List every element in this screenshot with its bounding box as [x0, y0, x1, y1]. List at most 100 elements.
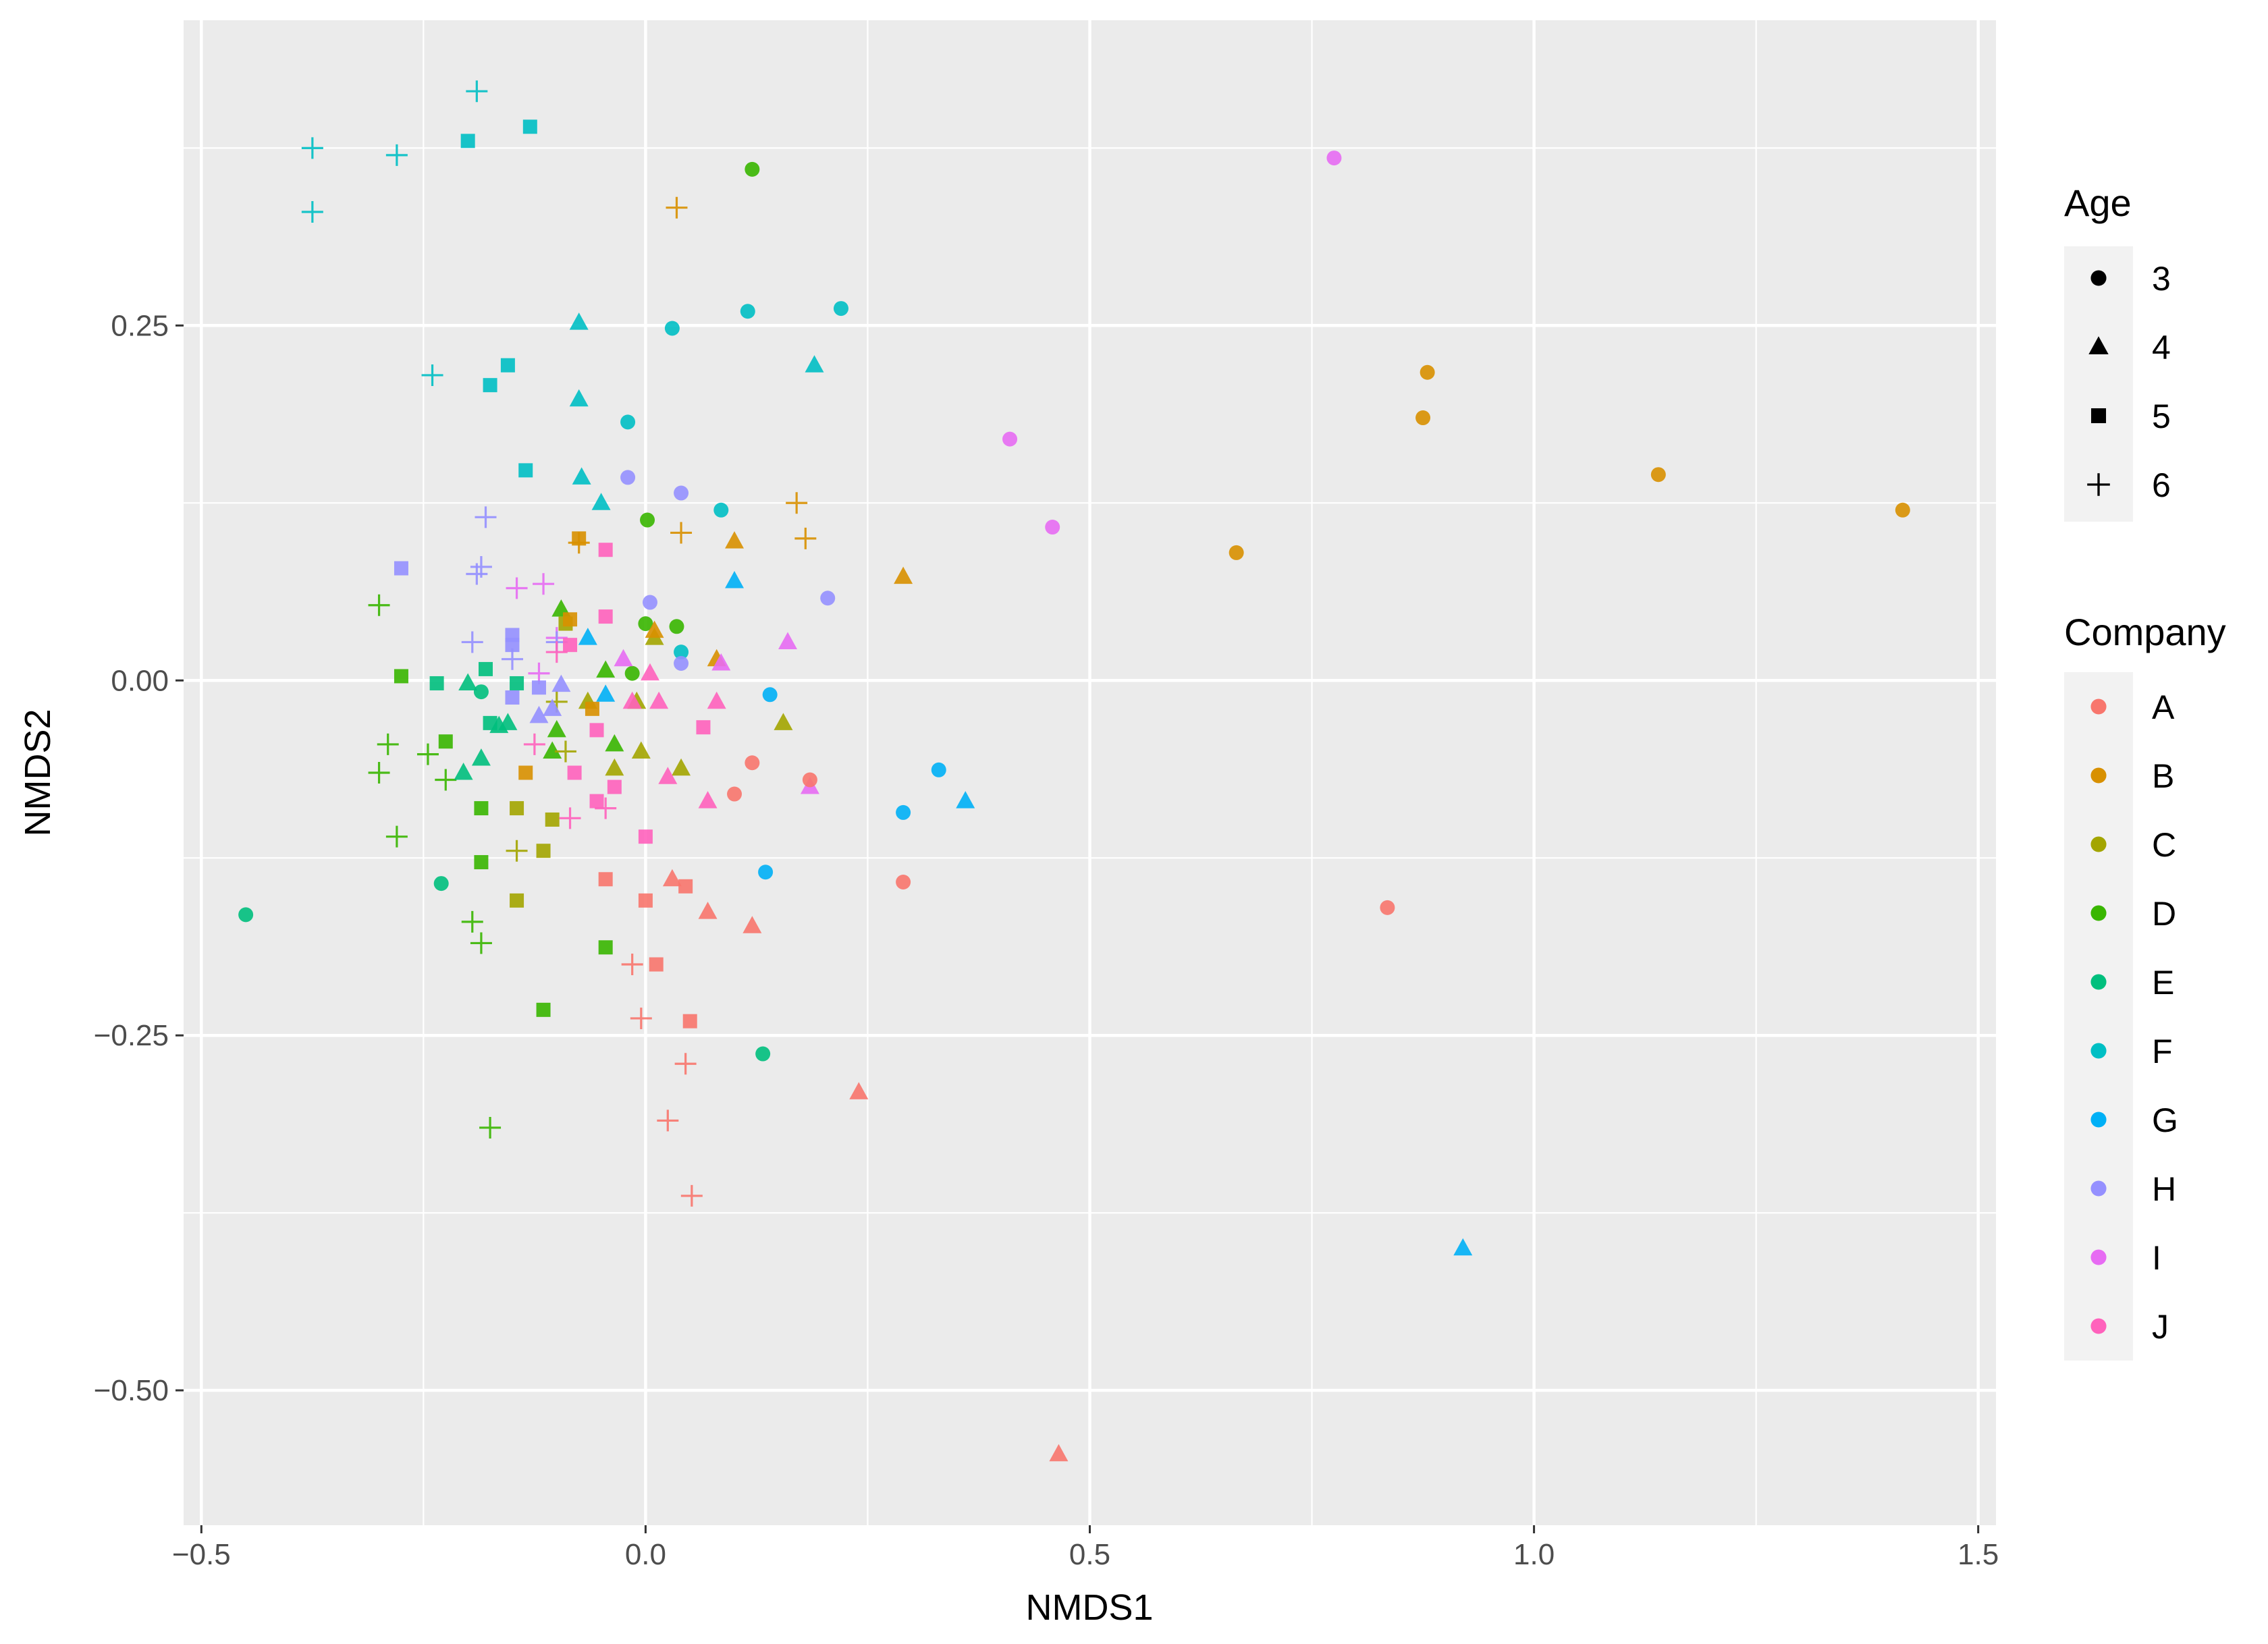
point-a-age-6	[621, 954, 643, 976]
point-a-age-4	[662, 869, 682, 887]
legend-company-key-c	[2090, 836, 2107, 852]
y-tick-label: 0.25	[111, 309, 169, 342]
point-c-age-5	[510, 801, 524, 816]
point-i-age-3	[1326, 150, 1342, 166]
legend-company-title: Company	[2064, 611, 2226, 653]
point-f-age-3	[674, 645, 689, 660]
point-c-age-6	[554, 740, 576, 763]
data-points	[238, 80, 1910, 1462]
point-b-age-6	[670, 522, 693, 544]
point-h-age-3	[642, 595, 657, 610]
point-e-age-4	[498, 713, 518, 730]
point-h-age-3	[820, 591, 836, 606]
legend-company-key-f	[2090, 1043, 2107, 1059]
point-a-age-3	[745, 755, 760, 771]
point-a-age-5	[678, 879, 693, 894]
point-j-age-5	[638, 829, 653, 844]
x-axis: −0.5 0.0 0.5 1.0 1.5	[172, 1525, 1999, 1571]
point-d-age-3	[638, 616, 653, 632]
point-c-age-4	[631, 741, 651, 759]
point-f-age-4	[569, 389, 589, 407]
point-d-age-4	[596, 660, 616, 678]
point-b-age-3	[1420, 364, 1435, 380]
legend-company-key-d	[2090, 905, 2107, 921]
point-b-age-6	[794, 527, 817, 549]
point-h-age-4	[543, 698, 562, 716]
point-a-age-5	[682, 1014, 697, 1029]
point-d-age-6	[435, 769, 457, 791]
point-a-age-6	[657, 1109, 679, 1132]
legend-age-label: 3	[2152, 260, 2171, 298]
point-c-age-6	[506, 840, 528, 862]
y-tick-label: −0.25	[94, 1019, 169, 1052]
point-a-age-4	[1049, 1444, 1069, 1462]
legend-company-label: F	[2152, 1033, 2173, 1070]
legend-age-key-3	[2090, 270, 2107, 286]
point-f-age-3	[664, 321, 680, 336]
legend-age-label: 6	[2152, 466, 2171, 504]
point-d-age-5	[536, 1002, 551, 1017]
point-j-age-4	[698, 791, 718, 809]
point-f-age-5	[460, 134, 475, 148]
point-h-age-6	[501, 648, 523, 670]
point-d-age-4	[547, 719, 566, 738]
y-tick-label: 0.00	[111, 664, 169, 697]
point-a-age-5	[598, 872, 613, 887]
major-gridlines	[184, 20, 1996, 1525]
legend-company-label: H	[2152, 1170, 2176, 1208]
point-a-age-6	[674, 1053, 697, 1075]
point-a-age-4	[849, 1082, 869, 1099]
point-b-age-6	[568, 532, 590, 554]
point-f-age-5	[518, 463, 533, 478]
point-d-age-6	[368, 594, 390, 616]
point-e-age-5	[510, 676, 524, 690]
point-g-age-4	[596, 684, 616, 702]
point-g-age-3	[931, 762, 946, 777]
legend-company-key-g	[2090, 1112, 2107, 1128]
point-b-age-6	[786, 492, 808, 514]
point-h-age-5	[531, 680, 546, 695]
y-tick-label: −0.50	[94, 1374, 169, 1407]
point-d-age-6	[377, 733, 399, 755]
x-tick-label: 0.0	[625, 1538, 666, 1571]
point-d-age-3	[624, 665, 640, 681]
x-tick-label: −0.5	[172, 1538, 231, 1571]
point-i-age-6	[533, 573, 555, 595]
point-f-age-6	[421, 364, 443, 386]
legend-company-key-i	[2090, 1249, 2107, 1265]
point-b-age-3	[1895, 502, 1910, 518]
point-g-age-3	[896, 804, 911, 820]
point-h-age-6	[461, 631, 483, 653]
point-f-age-6	[301, 201, 323, 223]
point-d-age-6	[470, 932, 492, 954]
point-f-age-3	[713, 502, 729, 518]
point-f-age-3	[833, 301, 848, 317]
point-h-age-3	[620, 470, 636, 485]
point-e-age-3	[755, 1046, 771, 1062]
point-e-age-3	[238, 907, 254, 923]
point-h-age-5	[505, 690, 520, 705]
point-j-age-5	[563, 638, 578, 653]
point-e-age-4	[458, 673, 478, 690]
legend-age-label: 4	[2152, 329, 2171, 366]
point-a-age-4	[698, 902, 718, 919]
legend-company-label: A	[2152, 688, 2175, 726]
legend-age-title: Age	[2064, 182, 2132, 224]
y-axis: −0.50 −0.25 0.00 0.25	[94, 309, 184, 1407]
point-j-age-5	[607, 779, 622, 794]
point-g-age-3	[762, 687, 778, 703]
point-j-age-6	[559, 807, 581, 829]
point-f-age-5	[522, 119, 537, 134]
point-i-age-3	[1002, 431, 1018, 447]
point-i-age-4	[711, 653, 731, 671]
point-e-age-3	[473, 684, 489, 700]
legend-company-key-b	[2090, 767, 2107, 784]
point-d-age-5	[394, 669, 408, 684]
legend-age-key-6	[2087, 473, 2110, 496]
y-axis-title: NMDS2	[18, 709, 58, 836]
point-d-age-6	[461, 910, 483, 933]
point-d-age-5	[474, 801, 489, 816]
legend-company-key-j	[2090, 1318, 2107, 1334]
point-e-age-3	[433, 876, 449, 892]
